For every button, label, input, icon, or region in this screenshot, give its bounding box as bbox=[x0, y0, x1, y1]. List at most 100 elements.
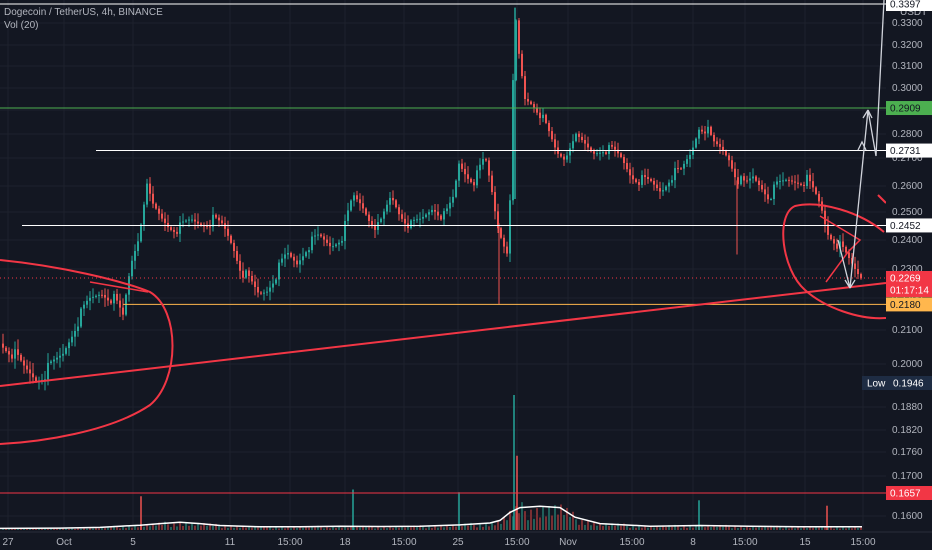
volume-bar bbox=[140, 496, 142, 530]
candle-body bbox=[329, 242, 331, 247]
volume-bar bbox=[122, 526, 124, 530]
low-tag-label: Low bbox=[867, 379, 886, 390]
candle-body bbox=[713, 134, 715, 142]
volume-bar bbox=[251, 527, 253, 530]
volume-bar bbox=[317, 525, 319, 530]
candle-body bbox=[386, 204, 388, 212]
volume-bar bbox=[80, 528, 82, 530]
time-tick-label: 27 bbox=[2, 537, 14, 548]
candle-body bbox=[776, 181, 778, 185]
candle-body bbox=[452, 196, 454, 203]
candle-body bbox=[14, 349, 16, 359]
volume-bar bbox=[8, 528, 10, 530]
candle-body bbox=[335, 244, 337, 247]
candle-body bbox=[767, 194, 769, 200]
volume-bar bbox=[83, 527, 85, 530]
volume-bar bbox=[359, 527, 361, 530]
price-tick-label: 0.2500 bbox=[892, 207, 923, 218]
volume-bar bbox=[826, 505, 828, 530]
price-tag-0-1657: 0.1657 bbox=[890, 489, 921, 500]
volume-bar bbox=[179, 522, 181, 530]
volume-bar bbox=[311, 525, 313, 530]
volume-bar bbox=[677, 526, 679, 530]
volume-bar bbox=[29, 529, 31, 530]
candle-body bbox=[539, 112, 541, 119]
price-tag-0-2180: 0.2180 bbox=[890, 300, 921, 311]
candle-body bbox=[503, 237, 505, 247]
volume-bar bbox=[440, 525, 442, 530]
candle-body bbox=[824, 210, 826, 225]
candle-body bbox=[245, 270, 247, 278]
volume-bar bbox=[704, 527, 706, 530]
candle-body bbox=[800, 183, 802, 185]
candle-body bbox=[650, 179, 652, 181]
candle-body bbox=[65, 348, 67, 354]
candle-body bbox=[686, 159, 688, 164]
volume-bar bbox=[341, 527, 343, 530]
candle-body bbox=[164, 218, 166, 223]
candle-body bbox=[332, 246, 334, 248]
candle-body bbox=[293, 256, 295, 261]
candle-body bbox=[29, 369, 31, 374]
candle-body bbox=[740, 176, 742, 185]
last-price-value: 0.2269 bbox=[890, 273, 921, 284]
volume-bar bbox=[575, 519, 577, 530]
volume-bar bbox=[581, 520, 583, 530]
volume-bar bbox=[584, 524, 586, 530]
volume-bar bbox=[203, 523, 205, 530]
candle-body bbox=[632, 175, 634, 180]
candle-body bbox=[770, 199, 772, 200]
volume-bar bbox=[536, 508, 538, 530]
candle-body bbox=[743, 176, 745, 181]
candle-body bbox=[287, 253, 289, 255]
volume-bar bbox=[554, 505, 556, 530]
candle-body bbox=[449, 202, 451, 209]
candle-body bbox=[842, 241, 844, 247]
candle-body bbox=[98, 294, 100, 296]
volume-bar bbox=[602, 526, 604, 530]
volume-bar bbox=[494, 525, 496, 530]
candle-body bbox=[176, 231, 178, 234]
candle-body bbox=[581, 136, 583, 140]
right-circle-annotation bbox=[782, 203, 887, 320]
chart-legend: Dogecoin / TetherUS, 4h, BINANCE Vol (20… bbox=[4, 6, 163, 32]
price-tick-label: 0.1820 bbox=[892, 425, 923, 436]
volume-bar bbox=[518, 513, 520, 530]
volume-bar bbox=[668, 525, 670, 530]
volume-bar bbox=[629, 527, 631, 530]
volume-bar bbox=[530, 509, 532, 530]
volume-bar bbox=[113, 525, 115, 530]
candle-body bbox=[623, 157, 625, 164]
candle-body bbox=[752, 176, 754, 179]
volume-bar bbox=[71, 528, 73, 530]
volume-bar bbox=[212, 525, 214, 530]
price-tag-0-2909-bg bbox=[886, 101, 932, 116]
candle-body bbox=[272, 283, 274, 288]
candle-body bbox=[533, 104, 535, 108]
volume-bar bbox=[476, 527, 478, 530]
volume-bar bbox=[173, 523, 175, 530]
candle-body bbox=[791, 180, 793, 182]
candle-body bbox=[599, 152, 601, 154]
volume-bar bbox=[557, 514, 559, 530]
candle-body bbox=[353, 195, 355, 201]
volume-bar bbox=[527, 520, 529, 530]
volume-bar bbox=[488, 526, 490, 530]
candle-body bbox=[266, 291, 268, 293]
volume-bar bbox=[44, 528, 46, 530]
volume-bar bbox=[611, 523, 613, 530]
candle-body bbox=[737, 177, 739, 185]
candle-body bbox=[560, 153, 562, 157]
volume-bar bbox=[653, 527, 655, 530]
candle-body bbox=[383, 211, 385, 219]
price-axis: 0.33000.32000.31000.30000.29000.28000.27… bbox=[862, 0, 932, 550]
candle-body bbox=[827, 224, 829, 235]
volume-bar bbox=[332, 526, 334, 530]
candle-body bbox=[788, 179, 790, 181]
volume-bar bbox=[842, 527, 844, 530]
time-tick-label: 25 bbox=[452, 537, 464, 548]
candle-body bbox=[80, 308, 82, 327]
candle-body bbox=[530, 101, 532, 105]
candle-body bbox=[695, 138, 697, 148]
